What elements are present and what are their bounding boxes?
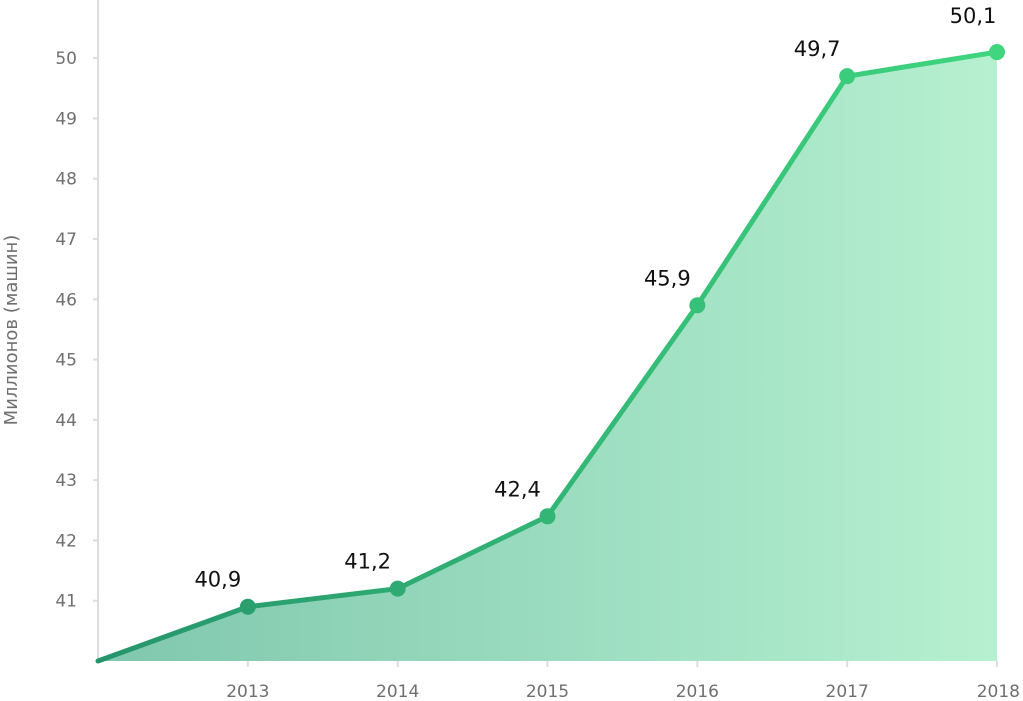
y-tick-label: 48 <box>55 170 77 190</box>
data-label: 41,2 <box>344 550 391 574</box>
data-label: 49,7 <box>794 37 841 61</box>
data-point <box>839 68 856 85</box>
data-label: 50,1 <box>950 4 997 28</box>
y-tick-label: 43 <box>55 471 77 491</box>
data-point <box>989 44 1005 61</box>
y-tick-label: 49 <box>55 109 77 129</box>
x-tick-label: 2016 <box>676 682 719 701</box>
x-tick-label: 2018 <box>977 682 1020 701</box>
x-tick-label: 2014 <box>376 682 419 701</box>
y-tick-label: 44 <box>55 411 77 431</box>
data-points <box>239 44 1005 615</box>
data-label: 42,4 <box>494 477 541 501</box>
x-tick-label: 2015 <box>526 682 569 701</box>
x-tick-label: 2017 <box>826 682 869 701</box>
y-tick-label: 47 <box>55 230 77 250</box>
data-point <box>539 508 556 525</box>
y-tick-label: 50 <box>55 49 77 69</box>
data-label: 45,9 <box>644 266 691 290</box>
area-fill <box>98 52 997 662</box>
y-tick-label: 42 <box>55 531 77 551</box>
y-axis-ticks: 41 42 43 44 45 46 47 48 49 50 <box>55 49 98 612</box>
data-point <box>239 598 256 615</box>
y-axis-title: Миллионов (машин) <box>1 235 22 426</box>
data-point <box>389 580 406 597</box>
x-axis-ticks: 2013 2014 2015 2016 2017 2018 <box>226 661 1020 701</box>
data-point <box>689 297 706 314</box>
data-labels: 40,9 41,2 42,4 45,9 49,7 50,1 <box>194 4 996 592</box>
x-tick-label: 2013 <box>226 682 269 701</box>
data-label: 40,9 <box>194 568 241 592</box>
y-tick-label: 46 <box>55 290 77 310</box>
y-tick-label: 45 <box>55 351 77 371</box>
y-tick-label: 41 <box>55 592 77 612</box>
